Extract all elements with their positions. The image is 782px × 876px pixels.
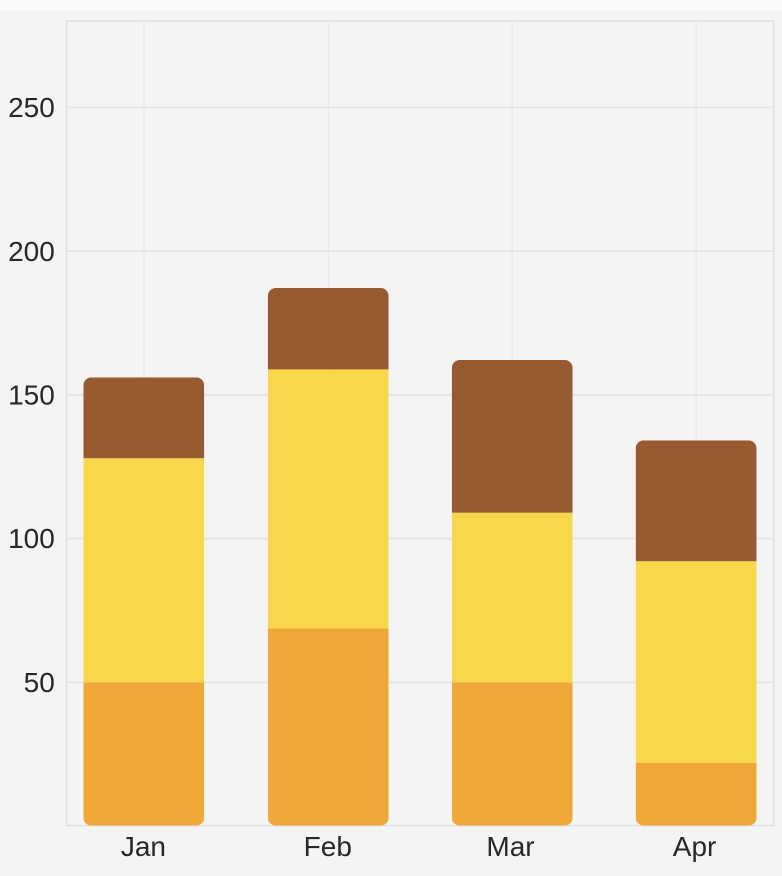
svg-text:Apr: Apr (673, 831, 717, 862)
svg-text:250: 250 (8, 92, 55, 123)
svg-text:Jan: Jan (121, 831, 166, 862)
svg-text:200: 200 (8, 236, 55, 267)
svg-text:Mar: Mar (486, 831, 534, 862)
svg-text:50: 50 (24, 667, 55, 698)
svg-text:Feb: Feb (304, 831, 352, 862)
svg-text:150: 150 (8, 380, 55, 411)
svg-text:100: 100 (8, 523, 55, 554)
